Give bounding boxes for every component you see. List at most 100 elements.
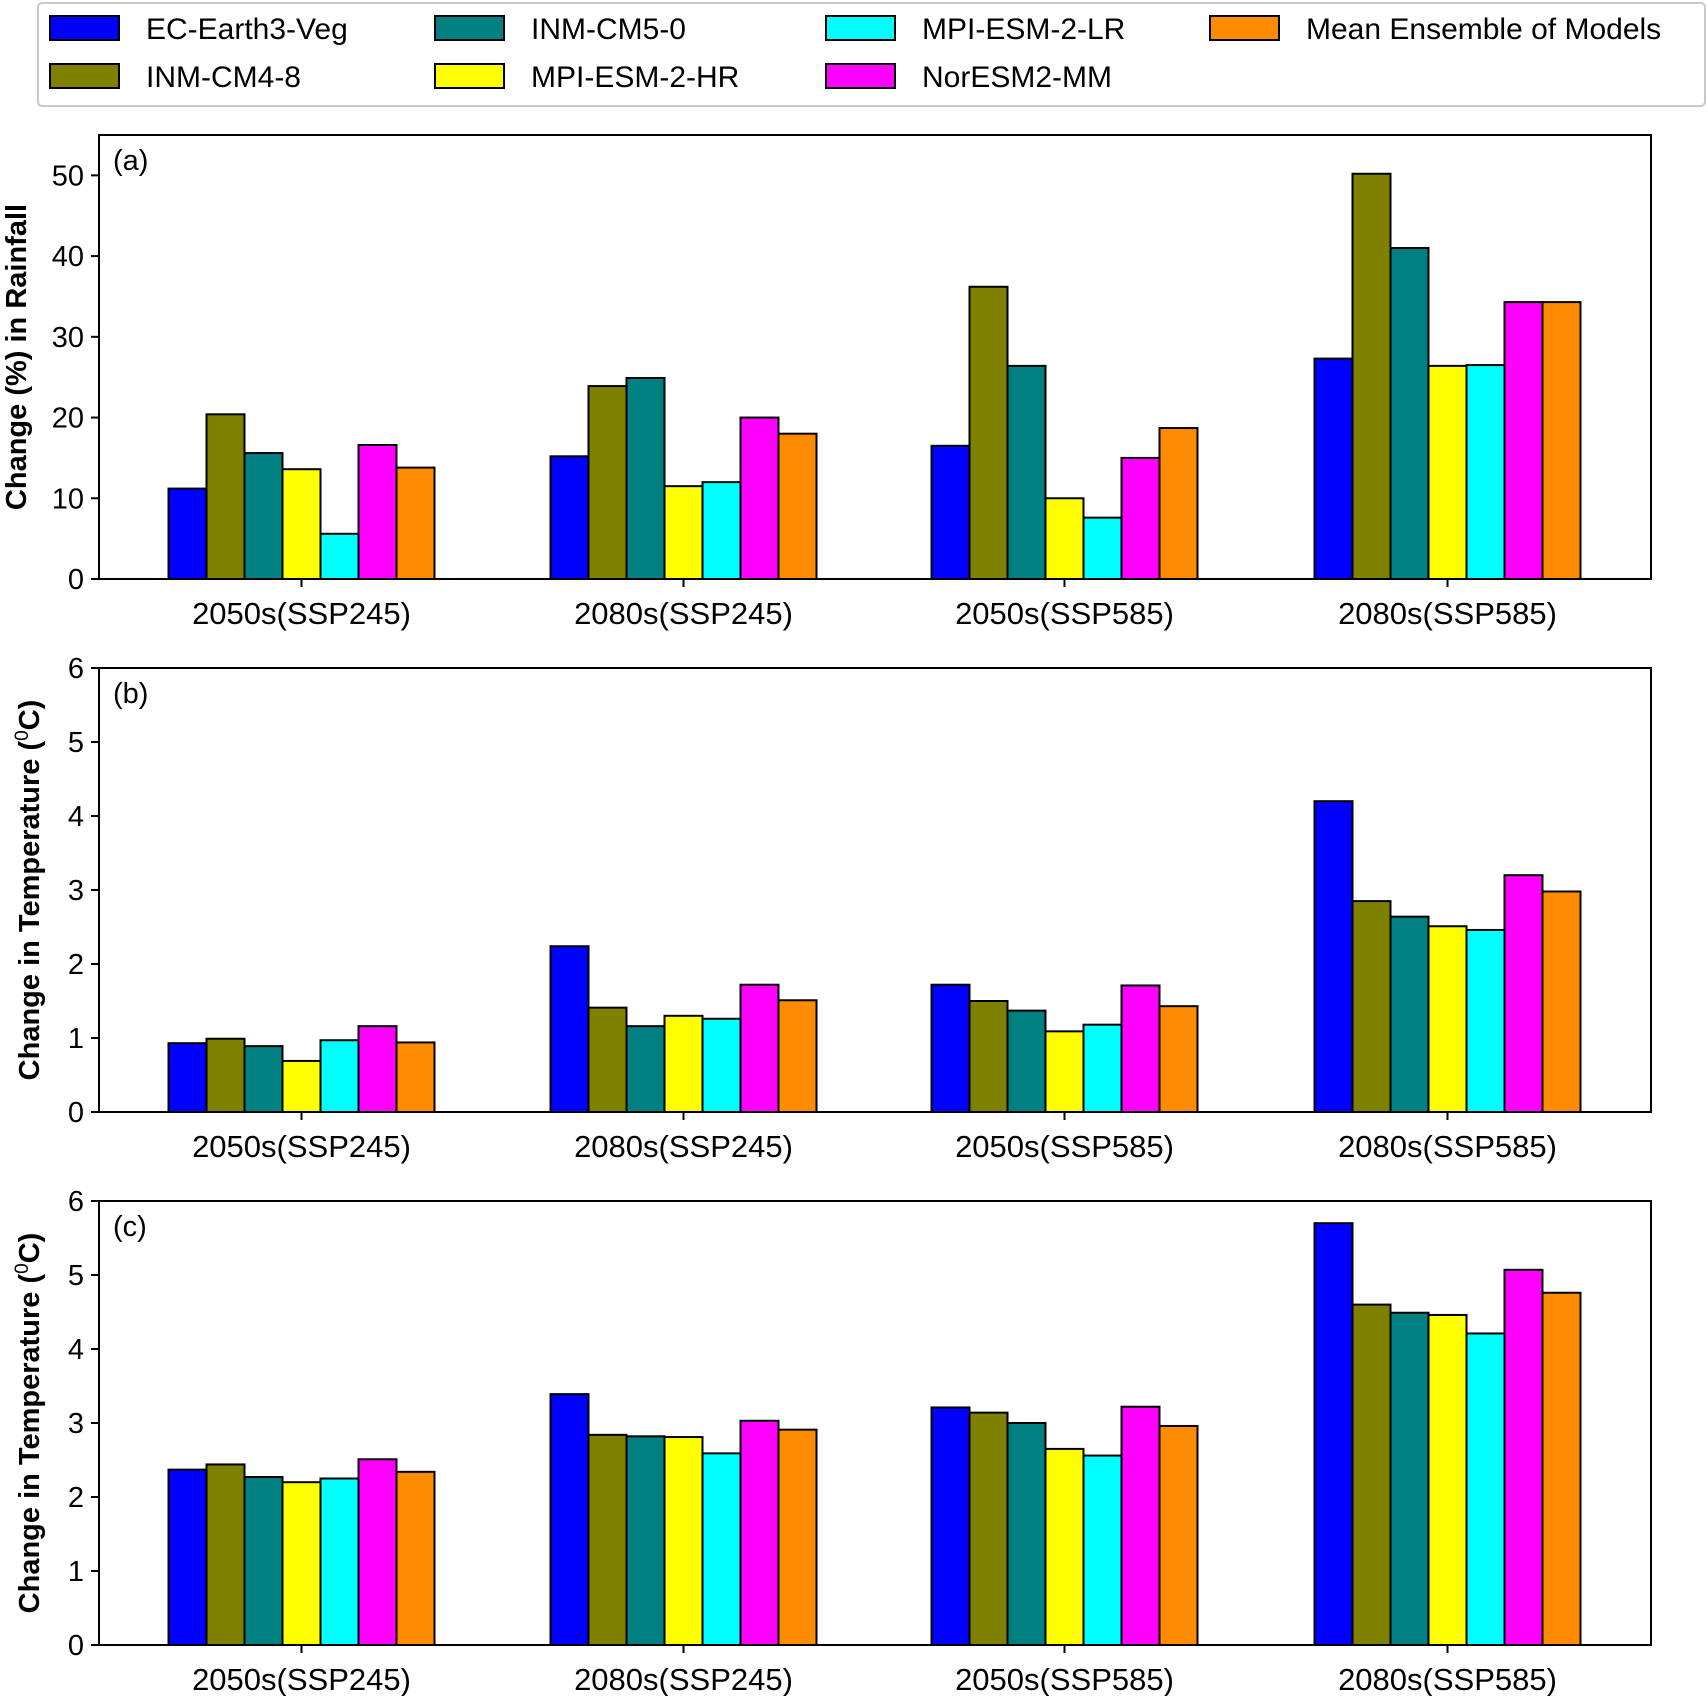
plot-frame	[98, 134, 1652, 580]
y-tick-label: 1	[68, 1023, 84, 1055]
legend-swatch-inm-cm5-0	[434, 15, 505, 41]
bar-inm-cm5-0-2080s-ssp245	[625, 1435, 666, 1646]
x-tick-label-2080s-ssp245: 2080s(SSP245)	[574, 1662, 793, 1696]
legend-label-mean-ensemble-of-models: Mean Ensemble of Models	[1306, 13, 1661, 46]
panel-c: 0 1 2 3 4 5 6 2050s(SSP245) 2080s(SSP245) 2050s(S…	[12, 1186, 1652, 1696]
bar-mean-ensemble-of-models-2080s-ssp585	[1541, 890, 1582, 1113]
bar-mean-ensemble-of-models-2050s-ssp245	[395, 466, 436, 581]
legend-swatch-mpi-esm-2-lr	[825, 15, 896, 41]
bar-noresm2-mm-2050s-ssp245	[357, 1025, 398, 1114]
bar-mean-ensemble-of-models-2080s-ssp245	[777, 1428, 818, 1647]
bar-mpi-esm-2-lr-2050s-ssp245	[319, 532, 360, 580]
bar-mpi-esm-2-lr-2080s-ssp585	[1465, 364, 1506, 580]
bar-ec-earth3-veg-2080s-ssp585	[1313, 357, 1354, 580]
bar-inm-cm5-0-2050s-ssp585	[1006, 364, 1047, 580]
legend-label-inm-cm4-8: INM-CM4-8	[146, 61, 301, 94]
y-axis-label-superscript: 0	[12, 1263, 33, 1274]
panel-label: (c)	[113, 1211, 147, 1243]
y-axis-label-part: Change in Temperature (	[14, 741, 46, 1081]
x-tick-label-2050s-ssp585: 2050s(SSP585)	[955, 596, 1174, 631]
legend-label-noresm2-mm: NorESM2-MM	[922, 61, 1112, 94]
bar-noresm2-mm-2050s-ssp585	[1120, 984, 1161, 1114]
bar-mpi-esm-2-hr-2050s-ssp585	[1044, 497, 1085, 581]
bar-ec-earth3-veg-2080s-ssp585	[1313, 1222, 1354, 1646]
bar-inm-cm5-0-2080s-ssp585	[1389, 915, 1430, 1114]
bar-mpi-esm-2-hr-2050s-ssp245	[281, 1059, 322, 1113]
bar-mpi-esm-2-hr-2050s-ssp585	[1044, 1447, 1085, 1647]
bar-ec-earth3-veg-2080s-ssp245	[549, 455, 590, 581]
y-tick-label: 2	[68, 949, 84, 981]
bar-noresm2-mm-2050s-ssp585	[1120, 1405, 1161, 1646]
bar-noresm2-mm-2080s-ssp585	[1503, 301, 1544, 580]
bar-inm-cm4-8-2080s-ssp245	[587, 385, 628, 581]
bar-mpi-esm-2-lr-2080s-ssp245	[701, 1017, 742, 1114]
bar-mpi-esm-2-hr-2080s-ssp585	[1427, 1313, 1468, 1646]
bar-mpi-esm-2-hr-2080s-ssp585	[1427, 364, 1468, 580]
y-tick-label: 20	[52, 403, 84, 435]
bar-inm-cm4-8-2050s-ssp245	[205, 1037, 246, 1113]
legend-swatch-inm-cm4-8	[49, 63, 120, 89]
bar-inm-cm5-0-2050s-ssp245	[243, 452, 284, 581]
y-axis-label-superscript: 0	[12, 730, 33, 741]
bar-mean-ensemble-of-models-2080s-ssp245	[777, 999, 818, 1114]
bar-inm-cm5-0-2080s-ssp585	[1389, 247, 1430, 580]
y-tick-label: 0	[68, 564, 84, 596]
bar-noresm2-mm-2050s-ssp245	[357, 443, 398, 581]
bar-mean-ensemble-of-models-2080s-ssp245	[777, 432, 818, 581]
bar-ec-earth3-veg-2050s-ssp585	[930, 1406, 971, 1646]
y-axis-label: Change (%) in Rainfall	[1, 204, 33, 510]
legend-swatch-mpi-esm-2-hr	[434, 63, 505, 89]
y-axis-label-part: C)	[14, 1233, 46, 1264]
bar-mpi-esm-2-lr-2080s-ssp245	[701, 481, 742, 580]
legend-label-ec-earth3-veg: EC-Earth3-Veg	[146, 13, 348, 46]
bar-mean-ensemble-of-models-2050s-ssp585	[1158, 1005, 1199, 1113]
bar-ec-earth3-veg-2050s-ssp585	[930, 983, 971, 1113]
bar-noresm2-mm-2080s-ssp245	[739, 983, 780, 1113]
legend-swatch-noresm2-mm	[825, 63, 896, 89]
panel-label: (a)	[113, 145, 148, 177]
y-tick-label: 5	[68, 727, 84, 759]
bar-inm-cm5-0-2050s-ssp245	[243, 1045, 284, 1114]
y-axis-label-part: C)	[14, 700, 46, 731]
bar-mean-ensemble-of-models-2050s-ssp245	[395, 1041, 436, 1113]
bar-inm-cm4-8-2080s-ssp245	[587, 1433, 628, 1646]
bar-inm-cm5-0-2080s-ssp585	[1389, 1311, 1430, 1646]
bar-mpi-esm-2-lr-2050s-ssp585	[1082, 1023, 1123, 1114]
bar-mpi-esm-2-hr-2050s-ssp245	[281, 1481, 322, 1646]
bar-inm-cm5-0-2080s-ssp245	[625, 376, 666, 581]
bar-mpi-esm-2-lr-2080s-ssp585	[1465, 928, 1506, 1114]
bar-inm-cm4-8-2050s-ssp245	[205, 413, 246, 581]
bar-ec-earth3-veg-2080s-ssp585	[1313, 800, 1354, 1113]
bar-noresm2-mm-2050s-ssp245	[357, 1458, 398, 1647]
y-tick-label: 50	[52, 160, 84, 192]
bar-mpi-esm-2-lr-2050s-ssp245	[319, 1477, 360, 1646]
y-tick-label: 0	[68, 1097, 84, 1129]
bar-mean-ensemble-of-models-2080s-ssp585	[1541, 1291, 1582, 1646]
x-tick-label-2080s-ssp585: 2080s(SSP585)	[1338, 1129, 1557, 1164]
bar-noresm2-mm-2080s-ssp585	[1503, 1268, 1544, 1646]
y-tick-label: 6	[68, 653, 84, 685]
y-tick-label: 3	[68, 1408, 84, 1440]
y-tick-label: 6	[68, 1186, 84, 1218]
y-axis-label-part: Change in Temperature (	[14, 1274, 46, 1614]
bar-inm-cm4-8-2080s-ssp245	[587, 1006, 628, 1113]
bar-ec-earth3-veg-2080s-ssp245	[549, 945, 590, 1113]
x-tick-label-2050s-ssp585: 2050s(SSP585)	[955, 1129, 1174, 1164]
y-tick-label: 4	[68, 1334, 84, 1366]
bar-mpi-esm-2-lr-2050s-ssp585	[1082, 516, 1123, 581]
bar-mpi-esm-2-hr-2080s-ssp585	[1427, 925, 1468, 1114]
bar-mean-ensemble-of-models-2050s-ssp585	[1158, 427, 1199, 581]
x-tick-label-2050s-ssp245: 2050s(SSP245)	[192, 1129, 411, 1164]
y-tick-label: 1	[68, 1556, 84, 1588]
y-tick-label: 4	[68, 801, 84, 833]
bar-noresm2-mm-2050s-ssp585	[1120, 456, 1161, 580]
y-tick-label: 5	[68, 1260, 84, 1292]
bar-noresm2-mm-2080s-ssp245	[739, 416, 780, 580]
bar-mpi-esm-2-hr-2080s-ssp245	[663, 1436, 704, 1647]
y-tick-label: 2	[68, 1482, 84, 1514]
bar-inm-cm4-8-2080s-ssp585	[1351, 1303, 1392, 1646]
bar-inm-cm4-8-2050s-ssp585	[968, 1411, 1009, 1647]
legend-label-mpi-esm-2-lr: MPI-ESM-2-LR	[922, 13, 1125, 46]
bar-inm-cm5-0-2080s-ssp245	[625, 1025, 666, 1114]
